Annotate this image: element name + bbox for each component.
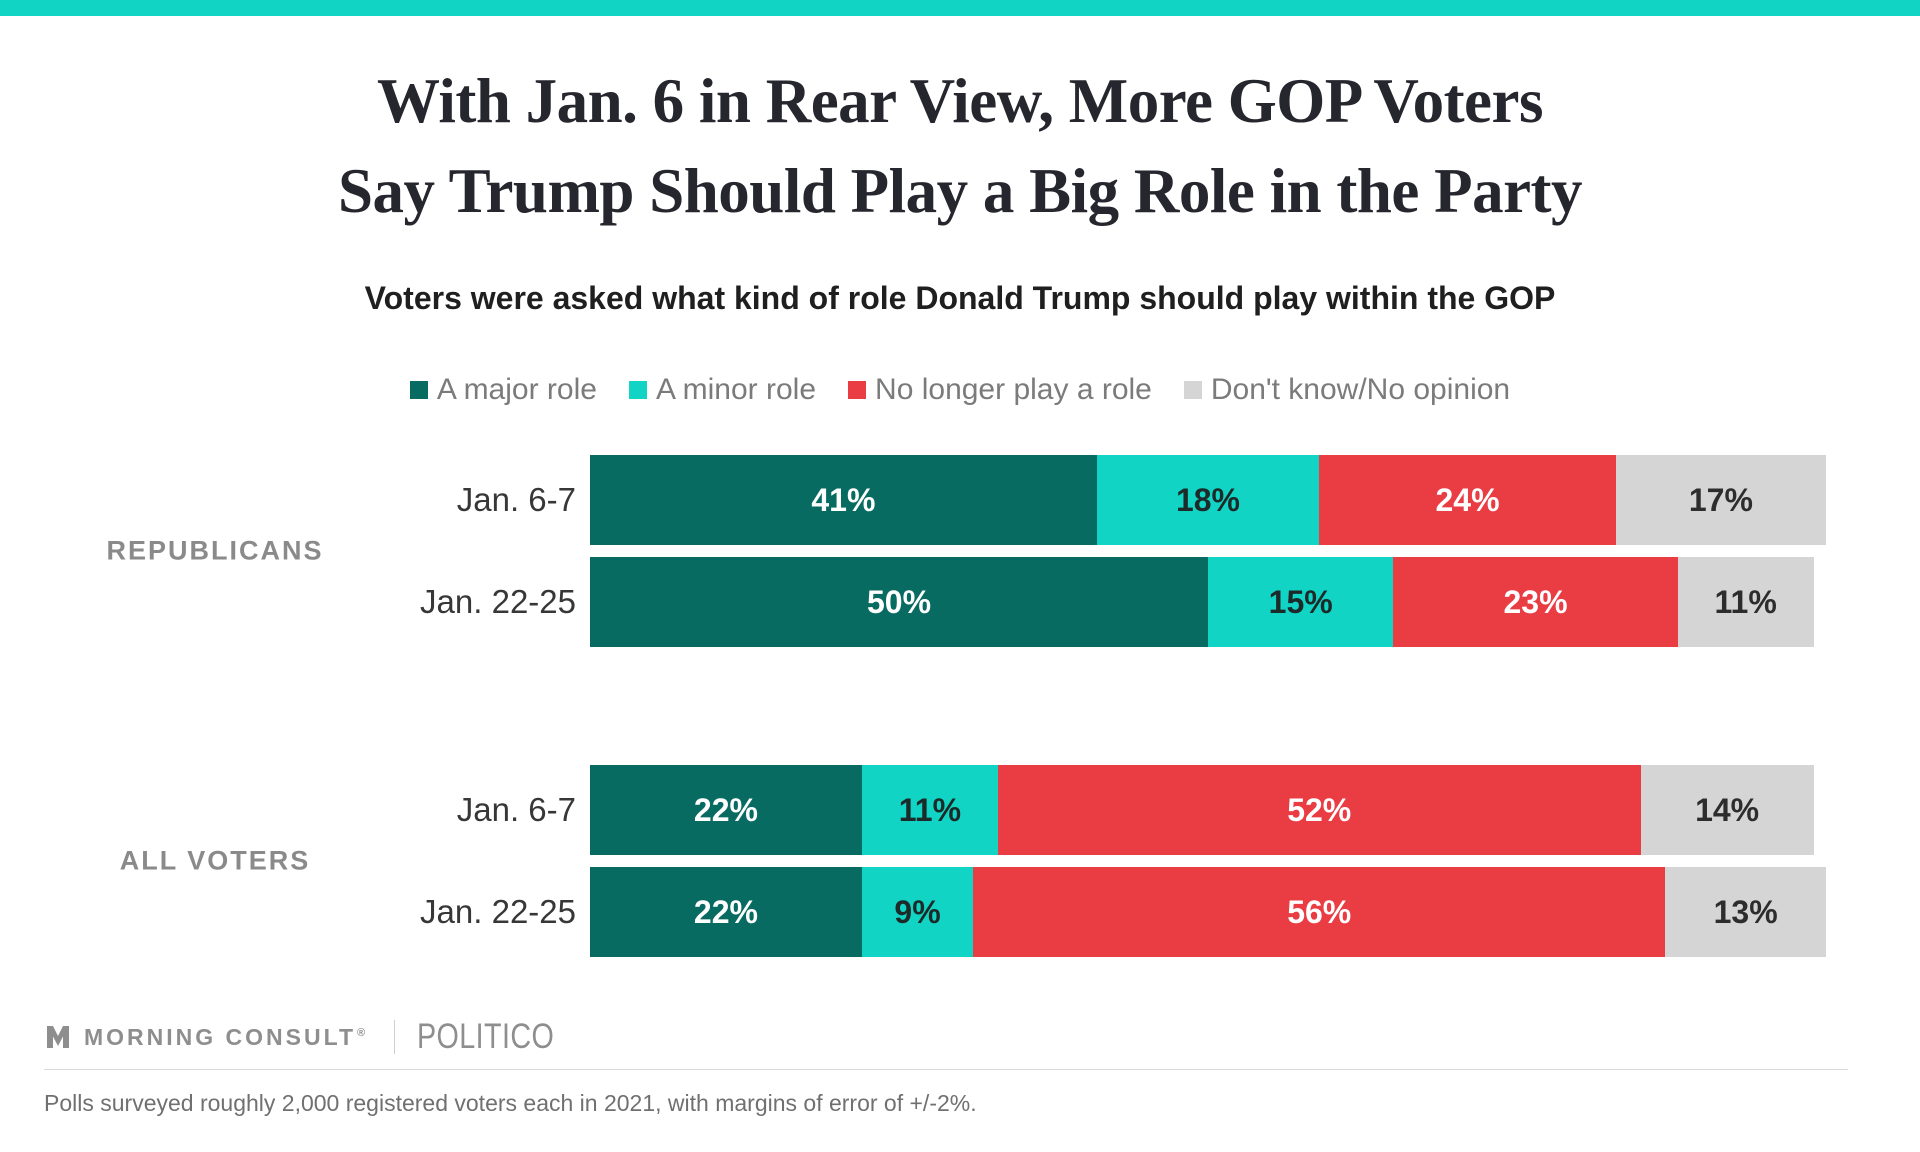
methodology-note: Polls surveyed roughly 2,000 registered … (44, 1090, 977, 1116)
bar-segment-dont-know: 11% (1677, 557, 1814, 647)
chart-subtitle: Voters were asked what kind of role Dona… (364, 280, 1556, 316)
bar-segment-minor-role: 18% (1096, 455, 1320, 545)
legend-label-major-role: A major role (436, 373, 597, 406)
legend-label-no-role: No longer play a role (875, 373, 1152, 406)
stacked-bar: 50% 15% 23% 11% (590, 557, 1826, 647)
bar-row-republicans-jan-22-25: Jan. 22-25 50% 15% 23% 11% (0, 557, 1920, 647)
bar-segment-no-role: 56% (973, 867, 1666, 957)
bar-segment-dont-know: 14% (1640, 765, 1814, 855)
bar-segment-no-role: 52% (997, 765, 1641, 855)
brand-divider (394, 1020, 396, 1054)
segment-value-label: 56% (1287, 893, 1352, 930)
bar-row-all-voters-jan-22-25: Jan. 22-25 22% 9% 56% 13% (0, 867, 1920, 957)
bar-segment-dont-know: 13% (1665, 867, 1826, 957)
chart-title-line-1: With Jan. 6 in Rear View, More GOP Voter… (376, 66, 1544, 136)
bar-segment-major-role: 22% (590, 867, 862, 957)
legend-swatch-no-role-icon (848, 381, 867, 399)
bar-segment-major-role: 41% (590, 455, 1097, 545)
legend: A major role A minor role No longer play… (0, 373, 1920, 407)
row-label: Jan. 6-7 (456, 481, 576, 518)
bar-segment-minor-role: 11% (861, 765, 998, 855)
source-brands: MORNING CONSULT® POLITICO (44, 1017, 1848, 1057)
footer-rule (44, 1069, 1848, 1070)
bar-segment-dont-know: 17% (1615, 455, 1826, 545)
bar-segment-minor-role: 15% (1208, 557, 1394, 647)
legend-item-major-role: A major role (409, 373, 597, 407)
group-all-voters: ALL VOTERS Jan. 6-7 22% 11% 52% 14% Jan.… (0, 765, 1920, 957)
bar-segment-major-role: 22% (590, 765, 862, 855)
legend-item-dont-know: Don't know/No opinion (1183, 373, 1511, 407)
brand-text: MORNING CONSULT (84, 1023, 357, 1050)
row-label: Jan. 6-7 (456, 791, 576, 828)
stacked-bar: 22% 11% 52% 14% (590, 765, 1826, 855)
morning-consult-logo-icon (47, 1026, 69, 1048)
segment-value-label: 52% (1287, 791, 1352, 828)
bar-row-republicans-jan-6-7: Jan. 6-7 41% 18% 24% 17% (0, 455, 1920, 545)
legend-label-dont-know: Don't know/No opinion (1210, 373, 1511, 406)
stacked-bar-chart: REPUBLICANS Jan. 6-7 41% 18% 24% 17% Jan… (0, 455, 1920, 957)
group-republicans: REPUBLICANS Jan. 6-7 41% 18% 24% 17% Jan… (0, 455, 1920, 647)
stacked-bar: 41% 18% 24% 17% (590, 455, 1826, 545)
morning-consult-wordmark: MORNING CONSULT® (84, 1024, 368, 1051)
bar-row-all-voters-jan-6-7: Jan. 6-7 22% 11% 52% 14% (0, 765, 1920, 855)
segment-value-label: 17% (1688, 481, 1753, 518)
footer: MORNING CONSULT® POLITICO Polls surveyed… (44, 1017, 1848, 1117)
legend-swatch-dont-know-icon (1183, 381, 1202, 399)
segment-value-label: 23% (1503, 583, 1568, 620)
top-accent-bar (0, 0, 1920, 16)
chart-title: With Jan. 6 in Rear View, More GOP Voter… (0, 56, 1920, 236)
row-label: Jan. 22-25 (420, 583, 576, 620)
stacked-bar: 22% 9% 56% 13% (590, 867, 1826, 957)
segment-value-label: 22% (693, 893, 758, 930)
group-label-republicans: REPUBLICANS (106, 535, 324, 566)
registered-mark: ® (357, 1026, 369, 1039)
segment-value-label: 15% (1268, 583, 1333, 620)
segment-value-label: 18% (1175, 481, 1240, 518)
bar-segment-no-role: 23% (1393, 557, 1678, 647)
politico-wordmark: POLITICO (417, 1017, 555, 1056)
segment-value-label: 14% (1695, 791, 1760, 828)
segment-value-label: 41% (811, 481, 876, 518)
row-label: Jan. 22-25 (420, 893, 576, 930)
segment-value-label: 50% (866, 583, 932, 620)
bar-segment-major-role: 50% (590, 557, 1208, 647)
segment-value-label: 24% (1435, 481, 1500, 518)
legend-item-no-role: No longer play a role (848, 373, 1152, 407)
bar-segment-minor-role: 9% (861, 867, 974, 957)
legend-label-minor-role: A minor role (655, 373, 817, 406)
bar-segment-no-role: 24% (1319, 455, 1616, 545)
segment-value-label: 9% (894, 893, 941, 930)
legend-swatch-major-role-icon (409, 381, 428, 399)
group-label-all-voters: ALL VOTERS (119, 845, 311, 876)
chart-title-line-2: Say Trump Should Play a Big Role in the … (337, 156, 1583, 226)
legend-swatch-minor-role-icon (628, 381, 647, 399)
legend-item-minor-role: A minor role (628, 373, 817, 407)
segment-value-label: 11% (898, 791, 962, 828)
segment-value-label: 22% (693, 791, 758, 828)
segment-value-label: 13% (1713, 893, 1778, 930)
segment-value-label: 11% (1714, 583, 1777, 620)
